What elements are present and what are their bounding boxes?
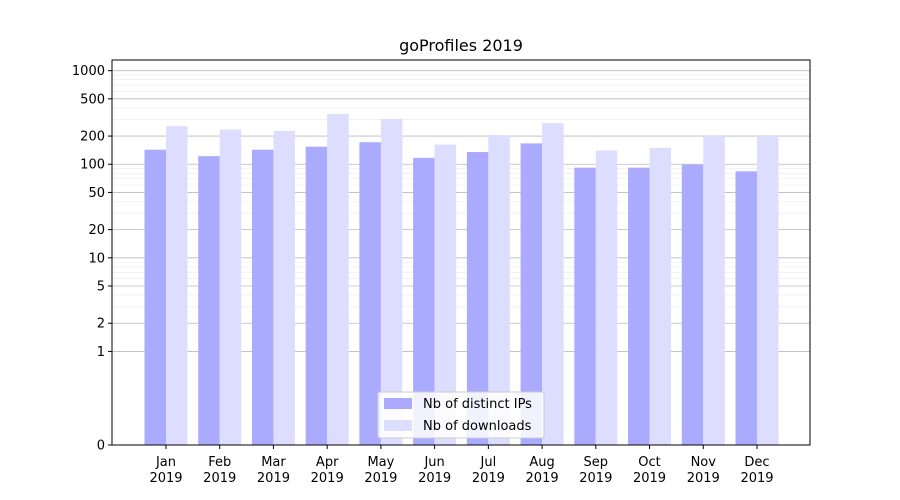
x-tick-label-year: 2019 — [472, 471, 505, 486]
x-tick-label-month: Jun — [423, 455, 444, 470]
x-tick-label-month: Feb — [208, 455, 231, 470]
bar-distinct-ips — [144, 149, 166, 445]
y-tick-label: 0 — [97, 439, 105, 454]
x-tick-label-year: 2019 — [364, 471, 397, 486]
bar-downloads — [327, 113, 349, 446]
bar-downloads — [166, 126, 188, 445]
bar-downloads — [542, 123, 564, 446]
legend-swatch — [384, 420, 412, 431]
x-tick-label-year: 2019 — [526, 471, 559, 486]
bar-distinct-ips — [735, 171, 757, 445]
y-tick-label: 1 — [97, 345, 105, 360]
legend-label: Nb of downloads — [423, 419, 532, 434]
y-tick-label: 1000 — [72, 64, 105, 79]
x-tick-label-year: 2019 — [418, 471, 451, 486]
x-tick-label-month: Mar — [261, 455, 286, 470]
y-tick-label: 2 — [97, 317, 105, 332]
bar-distinct-ips — [520, 143, 543, 446]
legend-label: Nb of distinct IPs — [423, 397, 532, 412]
y-tick-label: 50 — [88, 186, 105, 201]
bar-distinct-ips — [628, 167, 650, 445]
x-tick-label-month: Jan — [155, 455, 176, 470]
chart-title: goProfiles 2019 — [399, 36, 523, 55]
x-tick-label-year: 2019 — [311, 471, 344, 486]
legend-swatch — [384, 398, 412, 409]
x-tick-label-year: 2019 — [687, 471, 720, 486]
bar-downloads — [757, 136, 779, 446]
bar-distinct-ips — [359, 142, 381, 445]
bar-distinct-ips — [251, 149, 274, 445]
legend-box — [377, 391, 545, 439]
x-tick-label-year: 2019 — [633, 471, 666, 486]
bar-downloads — [380, 118, 403, 445]
y-tick-label: 500 — [80, 92, 105, 107]
plot-frame — [111, 59, 811, 446]
bars-layer — [144, 113, 779, 446]
y-tick-label: 5 — [97, 280, 105, 295]
bar-distinct-ips — [466, 152, 489, 445]
x-tick-label-year: 2019 — [149, 471, 182, 486]
bar-distinct-ips — [413, 157, 435, 446]
bar-downloads — [219, 129, 242, 445]
y-axis: 0 1 2 5 10 20 50 100 200 500 1000 — [72, 64, 112, 454]
x-tick-label-month: May — [367, 455, 394, 470]
bar-downloads — [703, 136, 725, 446]
x-tick-label-month: Oct — [638, 455, 660, 470]
x-tick-label-year: 2019 — [579, 471, 612, 486]
y-tick-label: 10 — [88, 251, 105, 266]
x-tick-label-month: Apr — [316, 455, 339, 470]
x-tick-label-year: 2019 — [740, 471, 773, 486]
bar-distinct-ips — [198, 156, 220, 445]
x-tick-label-month: Nov — [691, 455, 717, 470]
y-tick-label: 20 — [88, 223, 105, 238]
x-tick-label-month: Aug — [529, 455, 554, 470]
bar-distinct-ips — [574, 167, 596, 445]
bar-downloads — [434, 144, 457, 445]
bar-downloads — [488, 135, 510, 445]
x-axis: Jan2019Feb2019Mar2019Apr2019May2019Jun20… — [149, 445, 774, 486]
y-tick-label: 100 — [80, 158, 105, 173]
x-tick-label-month: Jul — [480, 455, 497, 470]
bar-downloads — [649, 147, 672, 445]
x-tick-label-month: Sep — [584, 455, 609, 470]
legend: Nb of distinct IPs Nb of downloads — [377, 391, 545, 439]
bar-distinct-ips — [305, 146, 328, 446]
y-tick-label: 200 — [80, 130, 105, 145]
bar-downloads — [595, 150, 618, 445]
x-tick-label-month: Dec — [744, 455, 769, 470]
bar-distinct-ips — [681, 164, 704, 445]
bar-downloads — [273, 130, 295, 445]
x-tick-label-year: 2019 — [257, 471, 290, 486]
x-tick-label-year: 2019 — [203, 471, 236, 486]
